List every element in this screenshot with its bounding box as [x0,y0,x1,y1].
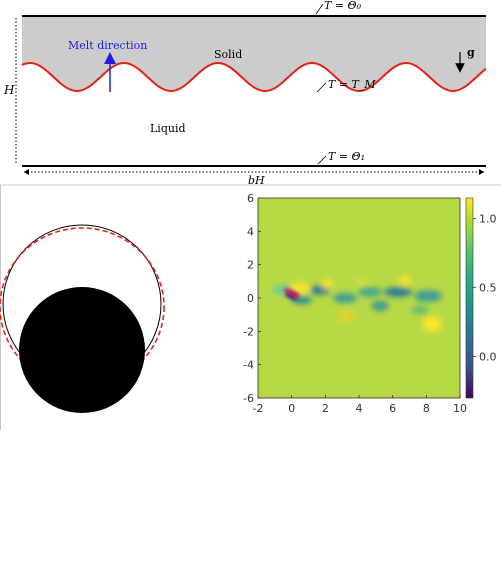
field-plot: -2 0 2 4 6 8 10 6 4 2 0 -2 -4 -6 1.0 0.5 0.0 [243,192,496,415]
x-axis-ticks: -2 0 2 4 6 8 10 [253,395,467,415]
y-tick-label: 0 [247,292,254,305]
solid-label: Solid [214,48,242,61]
y-tick-label: -2 [243,325,254,338]
y-tick-label: -4 [243,359,254,372]
interface-label: T = T_M [328,78,376,91]
liquid-label: Liquid [150,122,186,135]
particle-shear-layer [283,288,301,301]
y-tick-label: -6 [243,392,254,405]
y-tick-label: 2 [247,259,254,272]
y-tick-label: 6 [247,192,254,205]
height-label: H [3,83,15,97]
melting-schematic: H bH T = Θ₀ T = T_M T = Θ₁ Solid Liquid … [0,0,501,430]
colorbar-tick-label: 0.5 [479,282,497,295]
melt-direction-label: Melt direction [68,39,147,52]
interface-label-leader [316,82,327,93]
solid-region [22,16,486,91]
top-boundary-label: T = Θ₀ [324,0,362,12]
particle-body [19,287,145,413]
y-tick-label: 4 [247,225,254,238]
bottom-label-leader [317,155,327,165]
x-tick-label: 0 [288,402,295,415]
x-tick-label: 8 [423,402,430,415]
x-tick-label: 6 [389,402,396,415]
top-label-leader [315,3,324,15]
melt-interface-curve [21,61,487,92]
colorbar-ticks: 1.0 0.5 0.0 [473,213,497,364]
colorbar-tick-label: 1.0 [479,213,497,226]
bottom-boundary-label: T = Θ₁ [328,150,365,163]
colorbar-tick-label: 0.0 [479,351,497,364]
x-tick-label: -2 [253,402,264,415]
width-label: bH [248,174,265,187]
x-tick-label: 10 [453,402,467,415]
x-tick-label: 2 [322,402,329,415]
particle-panel [0,224,165,413]
deformed-outline-dashed [0,227,165,387]
y-axis-ticks: 6 4 2 0 -2 -4 -6 [243,192,261,405]
x-tick-label: 4 [356,402,363,415]
gravity-label: g [467,46,475,59]
colorbar [465,197,474,399]
